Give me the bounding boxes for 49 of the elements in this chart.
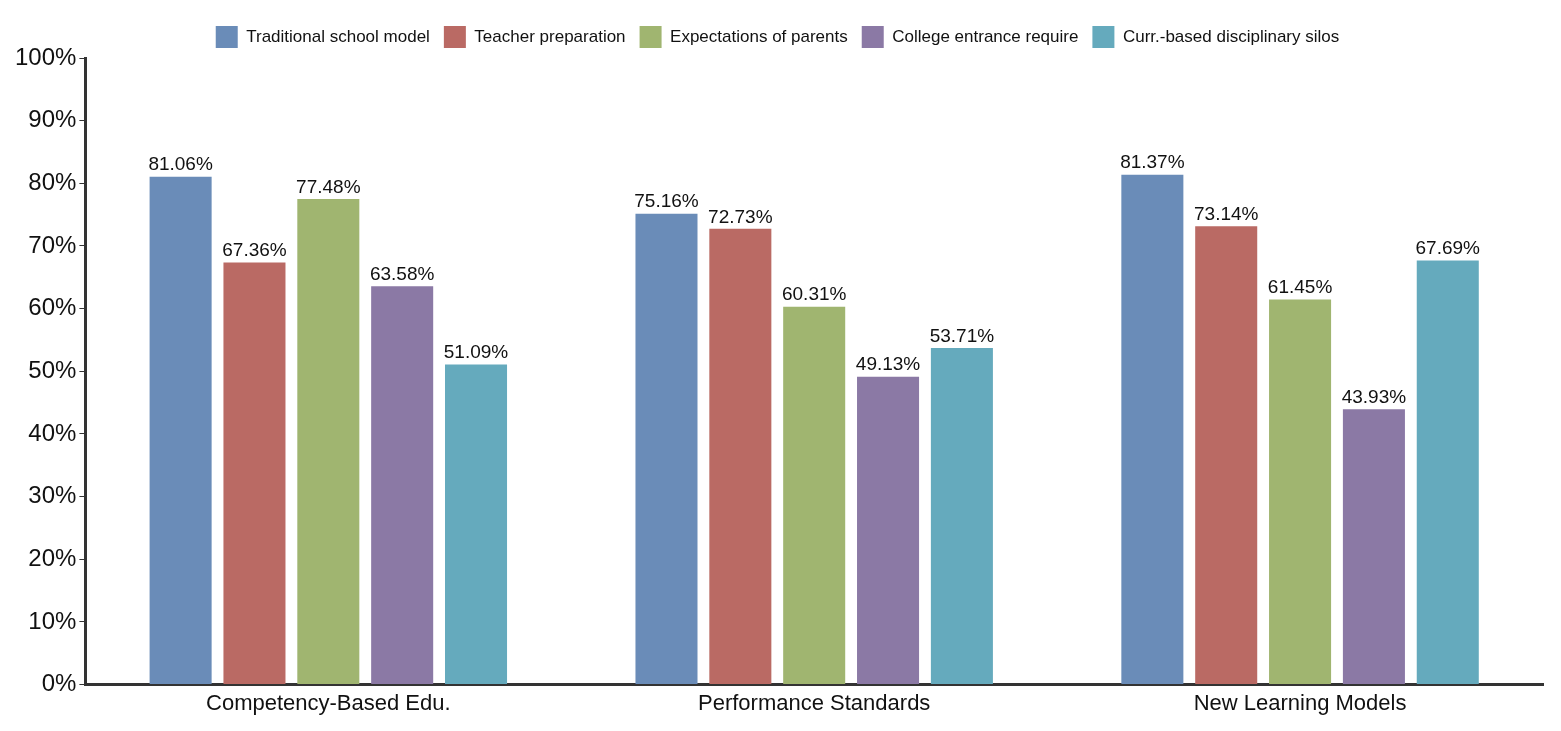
x-tick-label: New Learning Models: [1193, 689, 1407, 715]
data-label: 43.93%: [1341, 386, 1407, 408]
bar: [1342, 409, 1405, 685]
bar: [371, 286, 434, 685]
data-label: 81.37%: [1120, 151, 1185, 173]
x-tick-label: Competency-Based Edu.: [206, 689, 451, 715]
y-tick-label: 90%: [28, 105, 77, 133]
bar: [930, 348, 993, 685]
data-label: 53.71%: [929, 324, 995, 346]
data-label: 73.14%: [1193, 203, 1259, 225]
bar: [1195, 226, 1258, 685]
data-label: 49.13%: [855, 353, 921, 375]
data-label: 72.73%: [708, 205, 773, 227]
data-label: 67.36%: [222, 239, 287, 261]
data-label: 67.69%: [1415, 237, 1481, 259]
legend-label: Curr.-based disciplinary silos: [1122, 26, 1340, 46]
y-tick-label: 100%: [14, 42, 77, 70]
y-tick-label: 50%: [28, 355, 77, 383]
data-label: 77.48%: [296, 175, 361, 197]
bar: [297, 199, 360, 685]
data-label: 63.58%: [369, 262, 435, 284]
legend-label: Expectations of parents: [670, 26, 848, 46]
bar: [709, 228, 772, 685]
bar: [857, 376, 920, 685]
bar: [635, 213, 698, 685]
legend-label: Teacher preparation: [474, 26, 626, 46]
y-tick-label: 20%: [28, 543, 77, 571]
bar: [445, 364, 508, 685]
bar: [1121, 174, 1184, 685]
data-label: 61.45%: [1267, 276, 1333, 298]
y-tick-label: 70%: [28, 230, 77, 258]
x-tick-label: Performance Standards: [698, 689, 931, 715]
legend-label: Traditional school model: [246, 26, 430, 46]
y-tick-label: 0%: [41, 669, 77, 697]
data-label: 60.31%: [781, 283, 847, 305]
bar: [1416, 260, 1479, 685]
y-tick-label: 40%: [28, 418, 77, 446]
bar: [223, 262, 286, 685]
bar: [783, 306, 846, 685]
y-tick-label: 80%: [28, 167, 77, 195]
data-label: 75.16%: [634, 190, 699, 212]
legend-label: College entrance require: [892, 26, 1079, 46]
y-tick-label: 60%: [28, 293, 77, 321]
bar: [1269, 299, 1332, 685]
y-tick-label: 30%: [28, 481, 77, 509]
bar: [149, 176, 212, 685]
y-tick-label: 10%: [28, 606, 77, 634]
data-label: 81.06%: [148, 153, 213, 175]
data-label: 51.09%: [443, 341, 509, 363]
